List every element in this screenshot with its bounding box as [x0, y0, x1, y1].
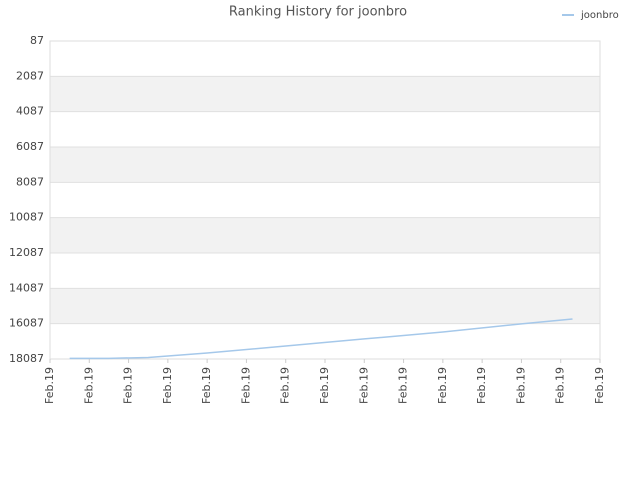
x-tick-label: Feb.19 [200, 367, 213, 404]
line [69, 318, 573, 360]
legend-label: joonbro [580, 10, 619, 21]
grid-band [50, 288, 600, 324]
x-tick-label: Feb.19 [514, 367, 527, 404]
y-tick-label: 14087 [9, 281, 44, 294]
y-tick-label: 87 [30, 34, 44, 47]
y-tick-label: 2087 [16, 69, 44, 82]
x-tick-label: Feb.19 [397, 367, 410, 404]
x-tick-label: Feb.19 [161, 367, 174, 404]
chart-title: Ranking History for joonbro [229, 5, 407, 20]
x-tick-label: Feb.19 [357, 367, 370, 404]
x-tick-label: Feb.19 [318, 367, 331, 404]
y-tick-label: 10087 [9, 211, 44, 224]
grid-band [50, 147, 600, 183]
x-tick-label: Feb.19 [475, 367, 488, 404]
x-tick-label: Feb.19 [82, 367, 95, 404]
grid-band [50, 217, 600, 253]
grid-band [50, 76, 600, 112]
y-tick-label: 16087 [9, 317, 44, 330]
y-tick-label: 12087 [9, 246, 44, 259]
y-tick-label: 4087 [16, 105, 44, 118]
x-tick-label: Feb.19 [593, 367, 606, 404]
y-tick-label: 8087 [16, 175, 44, 188]
y-tick-label: 18087 [9, 352, 44, 365]
x-tick-label: Feb.19 [122, 367, 135, 404]
x-tick-label: Feb.19 [554, 367, 567, 404]
x-tick-label: Feb.19 [43, 367, 56, 404]
x-tick-label: Feb.19 [279, 367, 292, 404]
y-tick-label: 6087 [16, 140, 44, 153]
x-tick-label: Feb.19 [436, 367, 449, 404]
x-tick-label: Feb.19 [239, 367, 252, 404]
